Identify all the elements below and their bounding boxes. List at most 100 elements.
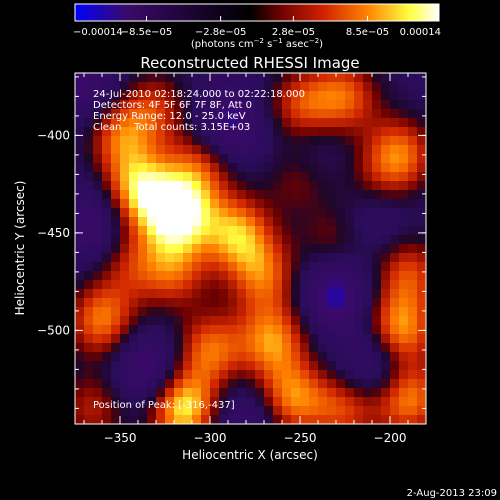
heatmap-cell [84, 100, 94, 110]
heatmap-cell [390, 397, 400, 407]
heatmap-cell [345, 316, 355, 326]
heatmap-cell [102, 289, 112, 299]
heatmap-cell [345, 73, 355, 83]
heatmap-cell [282, 397, 292, 407]
heatmap-cell [300, 325, 310, 335]
heatmap-cell [237, 82, 247, 92]
heatmap-cell [381, 172, 391, 182]
heatmap-cell [336, 172, 346, 182]
heatmap-cell [354, 343, 364, 353]
heatmap-cell [156, 73, 166, 83]
heatmap-cell [246, 325, 256, 335]
heatmap-cell [147, 370, 157, 380]
heatmap-cell [129, 352, 139, 362]
heatmap-cell [120, 325, 130, 335]
heatmap-cell [156, 325, 166, 335]
heatmap-cell [309, 163, 319, 173]
heatmap-cell [84, 73, 94, 83]
heatmap-cell [219, 190, 229, 200]
heatmap-cell [327, 397, 337, 407]
heatmap-cell [192, 334, 202, 344]
heatmap-cell [345, 370, 355, 380]
heatmap-cell [273, 343, 283, 353]
heatmap-cell [381, 154, 391, 164]
heatmap-cell [183, 145, 193, 155]
x-axis-ticks: −350 −300 −250 −200 [83, 73, 427, 445]
heatmap-cell [273, 226, 283, 236]
heatmap-cell [219, 271, 229, 281]
heatmap-cell [75, 352, 85, 362]
heatmap-cell [291, 406, 301, 416]
y-axis-ticks: −400−450−500 [37, 76, 426, 409]
heatmap-cell [264, 262, 274, 272]
heatmap-cell [381, 307, 391, 317]
heatmap-cell [120, 145, 130, 155]
heatmap-cell [390, 181, 400, 191]
heatmap-cell [102, 181, 112, 191]
heatmap-cell [399, 361, 409, 371]
heatmap-cell [399, 208, 409, 218]
heatmap-cell [93, 316, 103, 326]
heatmap-cell [417, 370, 426, 380]
heatmap-cell [210, 118, 220, 128]
heatmap-cell [84, 316, 94, 326]
heatmap-cell [399, 235, 409, 245]
heatmap-cell [255, 127, 265, 137]
heatmap-cell [174, 154, 184, 164]
heatmap-cell [408, 235, 418, 245]
heatmap-cell [363, 235, 373, 245]
heatmap-cell [300, 118, 310, 128]
heatmap-cell [156, 109, 166, 119]
heatmap-cell [363, 298, 373, 308]
heatmap-cell [210, 352, 220, 362]
heatmap-cell [246, 172, 256, 182]
heatmap-cell [183, 325, 193, 335]
heatmap-cell [174, 217, 184, 227]
heatmap-cell [102, 244, 112, 254]
heatmap-cell [246, 91, 256, 101]
heatmap-cell [102, 163, 112, 173]
heatmap-cell [84, 154, 94, 164]
heatmap-cell [246, 82, 256, 92]
heatmap-cell [147, 325, 157, 335]
heatmap-cell [417, 118, 426, 128]
heatmap-cell [111, 271, 121, 281]
heatmap-cell [138, 235, 148, 245]
heatmap-cell [237, 361, 247, 371]
heatmap-cell [300, 415, 310, 424]
heatmap-cell [120, 109, 130, 119]
heatmap-cell [102, 190, 112, 200]
heatmap-cell [300, 397, 310, 407]
heatmap-cell [201, 379, 211, 389]
heatmap-cell [246, 379, 256, 389]
heatmap-cell [183, 280, 193, 290]
heatmap-cell [264, 370, 274, 380]
heatmap-cell [246, 145, 256, 155]
heatmap-cell [210, 271, 220, 281]
heatmap-cell [120, 208, 130, 218]
heatmap-cell [219, 379, 229, 389]
heatmap-cell [93, 163, 103, 173]
heatmap-cell [75, 109, 85, 119]
heatmap-cell [372, 289, 382, 299]
heatmap-cell [336, 343, 346, 353]
heatmap-cell [363, 289, 373, 299]
heatmap-cell [93, 181, 103, 191]
heatmap-cell [399, 370, 409, 380]
heatmap-cell [192, 298, 202, 308]
heatmap-cell [219, 82, 229, 92]
heatmap-cell [93, 262, 103, 272]
heatmap-cell [75, 172, 85, 182]
heatmap-cell [183, 253, 193, 263]
heatmap-cell [408, 334, 418, 344]
heatmap-cell [264, 199, 274, 209]
heatmap-cell [210, 73, 220, 83]
heatmap-cell [237, 370, 247, 380]
heatmap-cell [255, 379, 265, 389]
heatmap-cell [309, 307, 319, 317]
heatmap-cell [183, 100, 193, 110]
heatmap-cell [84, 289, 94, 299]
heatmap-cell [228, 316, 238, 326]
heatmap-cell [318, 388, 328, 398]
heatmap-cell [282, 118, 292, 128]
